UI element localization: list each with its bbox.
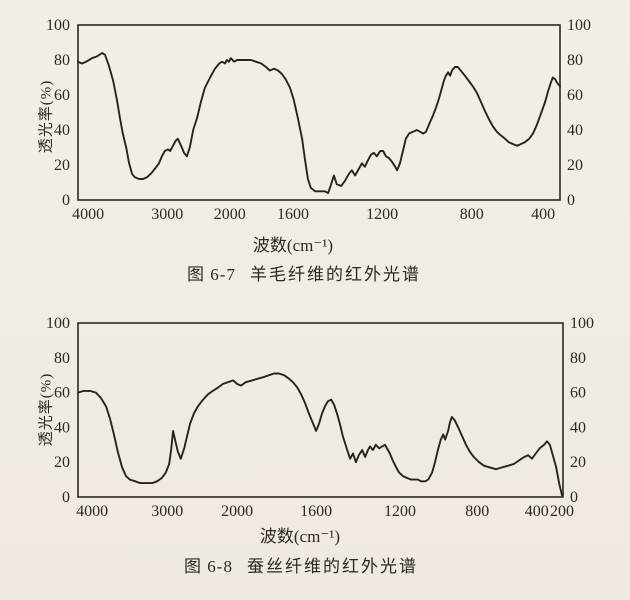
y-tick-label-left: 20	[54, 454, 70, 471]
y-tick-label-left: 100	[46, 315, 70, 332]
x-tick-label: 4000	[72, 206, 104, 223]
plot-border	[77, 322, 564, 498]
x-tick-label: 800	[465, 503, 489, 520]
x-tick-label: 2000	[221, 503, 253, 520]
y-tick-label-left: 40	[54, 419, 70, 436]
x-tick-label: 2000	[214, 206, 246, 223]
y-tick-label-right: 80	[567, 52, 583, 69]
y-tick-label-left: 80	[54, 350, 70, 367]
y-tick-label-left: 80	[54, 52, 70, 69]
plot-border	[77, 24, 561, 201]
x-axis-title-silk: 波数(cm⁻¹)	[259, 527, 341, 546]
figure-caption-silk: 图 6-8 蚕丝纤维的红外光谱	[0, 552, 602, 577]
y-tick-label-left: 20	[54, 157, 70, 174]
x-tick-label: 1600	[300, 503, 332, 520]
figure-title-wool: 羊毛纤维的红外光谱	[249, 265, 421, 284]
x-tick-label: 4000	[76, 503, 108, 520]
x-tick-label: 1600	[277, 206, 309, 223]
x-tick-label: 3000	[151, 206, 183, 223]
y-tick-label-right: 20	[567, 157, 583, 174]
x-tick-label: 3000	[151, 503, 183, 520]
y-tick-label-right: 100	[570, 315, 594, 332]
y-tick-label-left: 100	[46, 17, 70, 34]
spectrum-curve	[77, 372, 563, 497]
figure-number-silk: 图 6-8	[184, 557, 233, 576]
y-tick-label-right: 60	[567, 87, 583, 104]
x-tick-label: 1200	[366, 206, 398, 223]
y-tick-label-right: 0	[570, 489, 578, 506]
y-tick-label-left: 40	[54, 122, 70, 139]
y-tick-label-left: 60	[54, 385, 70, 402]
figure-caption-wool: 图 6-7 羊毛纤维的红外光谱	[0, 260, 608, 285]
figure-number-wool: 图 6-7	[187, 265, 236, 284]
y-tick-label-right: 100	[567, 17, 591, 34]
x-tick-label: 400	[531, 206, 555, 223]
y-tick-label-right: 0	[567, 192, 575, 209]
y-tick-label-left: 0	[62, 192, 70, 209]
y-tick-label-right: 60	[570, 385, 586, 402]
x-tick-label: 200	[550, 503, 574, 520]
y-tick-label-left: 0	[62, 489, 70, 506]
spectrum-curve	[77, 52, 561, 194]
y-tick-label-right: 80	[570, 350, 586, 367]
x-tick-label: 1200	[384, 503, 416, 520]
y-tick-label-left: 60	[54, 87, 70, 104]
figure-title-silk: 蚕丝纤维的红外光谱	[246, 557, 418, 576]
x-axis-title-wool: 波数(cm⁻¹)	[252, 236, 334, 255]
x-tick-label: 400	[525, 503, 549, 520]
y-tick-label-right: 40	[570, 419, 586, 436]
y-tick-label-right: 20	[570, 454, 586, 471]
x-tick-label: 800	[460, 206, 484, 223]
y-tick-label-right: 40	[567, 122, 583, 139]
